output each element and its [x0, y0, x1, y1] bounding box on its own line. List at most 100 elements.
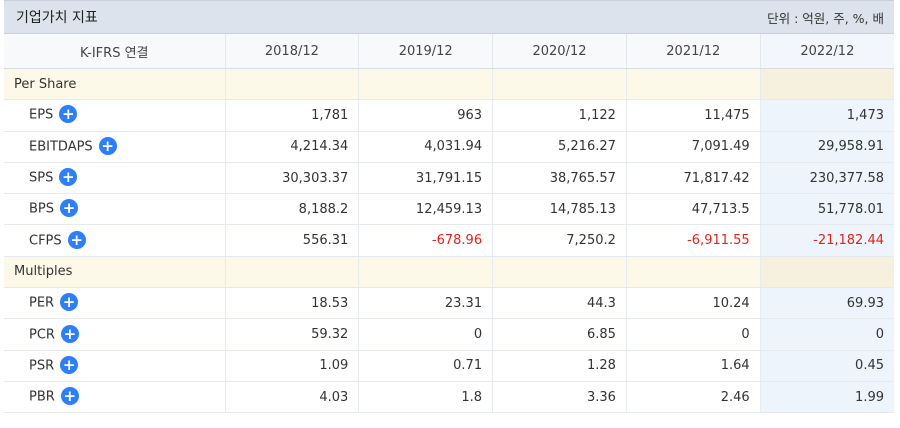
value-cell: 4,031.94: [358, 131, 494, 163]
column-header-year: 2019/12: [358, 34, 494, 69]
value-cell: 1.09: [225, 350, 360, 382]
metric-label-cell: CFPS +: [4, 224, 226, 257]
value-cell: 4,214.34: [225, 131, 360, 163]
table-row: EBITDAPS +4,214.34 4,031.94 5,216.27 7,091.4…: [4, 131, 894, 163]
section-filler-cell: [626, 68, 761, 101]
value-cell: 10.24: [626, 287, 761, 320]
value-cell: 556.31: [225, 224, 360, 257]
value-cell: 0: [760, 318, 894, 351]
plus-circle-icon[interactable]: +: [60, 355, 79, 374]
value-cell: 4.03: [225, 381, 360, 414]
section-filler-cell: [358, 68, 494, 101]
metric-label: PBR: [29, 389, 55, 405]
value-cell: 12,459.13: [358, 193, 494, 226]
value-cell: 0.71: [358, 350, 494, 382]
section-filler-cell: [626, 256, 761, 289]
metric-label: EPS: [29, 107, 54, 123]
plus-circle-icon[interactable]: +: [60, 324, 79, 343]
value-cell: 1.8: [358, 381, 494, 414]
table-row: PCR +59.32 0 6.85 0 0: [4, 318, 894, 351]
column-header-year: 2022/12: [760, 34, 894, 69]
section-filler-cell: [225, 256, 360, 289]
table-row: BPS +8,188.2 12,459.13 14,785.13 47,713.5 51,…: [4, 193, 894, 226]
value-cell: -6,911.55: [626, 224, 761, 257]
metric-label-cell: PCR +: [4, 318, 226, 351]
plus-circle-icon[interactable]: +: [60, 199, 79, 218]
plus-circle-icon[interactable]: +: [67, 230, 86, 249]
metric-label: PER: [29, 295, 55, 311]
metric-label-cell: SPS +: [4, 162, 226, 195]
value-cell: -678.96: [358, 224, 494, 257]
value-cell: 11,475: [626, 99, 761, 132]
plus-circle-icon[interactable]: +: [60, 387, 79, 406]
table-row: PSR +1.09 0.71 1.28 1.64 0.45: [4, 350, 894, 382]
value-cell: 18.53: [225, 287, 360, 320]
value-cell: 71,817.42: [626, 162, 761, 195]
table-row: PBR +4.03 1.8 3.36 2.46 1.99: [4, 381, 894, 414]
column-header-year: 2018/12: [225, 34, 360, 69]
section-filler-cell: [760, 68, 894, 101]
value-cell: 14,785.13: [492, 193, 627, 226]
section-row: Multiples: [4, 256, 894, 289]
value-cell: 3.36: [492, 381, 627, 414]
value-cell: 1,473: [760, 99, 894, 132]
metric-label-cell: EPS +: [4, 99, 226, 132]
value-cell: 69.93: [760, 287, 894, 320]
value-cell: 1.64: [626, 350, 761, 382]
column-header-year: 2020/12: [492, 34, 627, 69]
table-row: EPS +1,781 963 1,122 11,475 1,473: [4, 99, 894, 132]
section-row: Per Share: [4, 68, 894, 101]
value-cell: 5,216.27: [492, 131, 627, 163]
table-row: PER +18.53 23.31 44.3 10.24 69.93: [4, 287, 894, 320]
table-header-row: K-IFRS 연결 2018/12 2019/12 2020/12 2021/1…: [4, 34, 894, 69]
value-cell: 30,303.37: [225, 162, 360, 195]
metric-label-cell: PBR +: [4, 381, 226, 414]
value-cell: 38,765.57: [492, 162, 627, 195]
value-cell: 51,778.01: [760, 193, 894, 226]
valuation-table: K-IFRS 연결 2018/12 2019/12 2020/12 2021/1…: [4, 34, 894, 414]
value-cell: 1,781: [225, 99, 360, 132]
table-row: CFPS +556.31 -678.96 7,250.2 -6,911.55 -21,18…: [4, 224, 894, 257]
panel-header: 기업가치 지표 단위 : 억원, 주, %, 배: [4, 0, 894, 34]
value-cell: 7,250.2: [492, 224, 627, 257]
metric-label: PCR: [29, 327, 55, 343]
metric-label: PSR: [29, 358, 55, 374]
section-filler-cell: [492, 256, 627, 289]
section-filler-cell: [358, 256, 494, 289]
section-filler-cell: [225, 68, 360, 101]
value-cell: 230,377.58: [760, 162, 894, 195]
value-cell: -21,182.44: [760, 224, 894, 257]
valuation-panel: 기업가치 지표 단위 : 억원, 주, %, 배 K-IFRS 연결 2018/…: [4, 0, 894, 414]
metric-label-cell: PER +: [4, 287, 226, 320]
metric-label-cell: PSR +: [4, 350, 226, 382]
metric-label: BPS: [29, 201, 55, 217]
value-cell: 0.45: [760, 350, 894, 382]
column-header-basis: K-IFRS 연결: [4, 34, 226, 69]
value-cell: 1,122: [492, 99, 627, 132]
section-title: Per Share: [4, 68, 226, 101]
table-body: Per Share EPS +1,781 963 1,122 11,475 1,473 EBI…: [4, 68, 894, 414]
plus-circle-icon[interactable]: +: [60, 293, 79, 312]
value-cell: 29,958.91: [760, 131, 894, 163]
value-cell: 44.3: [492, 287, 627, 320]
value-cell: 1.99: [760, 381, 894, 414]
value-cell: 2.46: [626, 381, 761, 414]
metric-label-cell: BPS +: [4, 193, 226, 226]
table-row: SPS +30,303.37 31,791.15 38,765.57 71,817.42…: [4, 162, 894, 195]
value-cell: 6.85: [492, 318, 627, 351]
plus-circle-icon[interactable]: +: [98, 136, 117, 155]
value-cell: 7,091.49: [626, 131, 761, 163]
section-title: Multiples: [4, 256, 226, 289]
plus-circle-icon[interactable]: +: [59, 105, 78, 124]
value-cell: 1.28: [492, 350, 627, 382]
value-cell: 31,791.15: [358, 162, 494, 195]
value-cell: 23.31: [358, 287, 494, 320]
value-cell: 963: [358, 99, 494, 132]
column-header-year: 2021/12: [626, 34, 761, 69]
metric-label-cell: EBITDAPS +: [4, 131, 226, 163]
value-cell: 59.32: [225, 318, 360, 351]
metric-label: CFPS: [29, 233, 62, 249]
section-filler-cell: [492, 68, 627, 101]
plus-circle-icon[interactable]: +: [59, 168, 78, 187]
unit-note: 단위 : 억원, 주, %, 배: [767, 10, 884, 26]
